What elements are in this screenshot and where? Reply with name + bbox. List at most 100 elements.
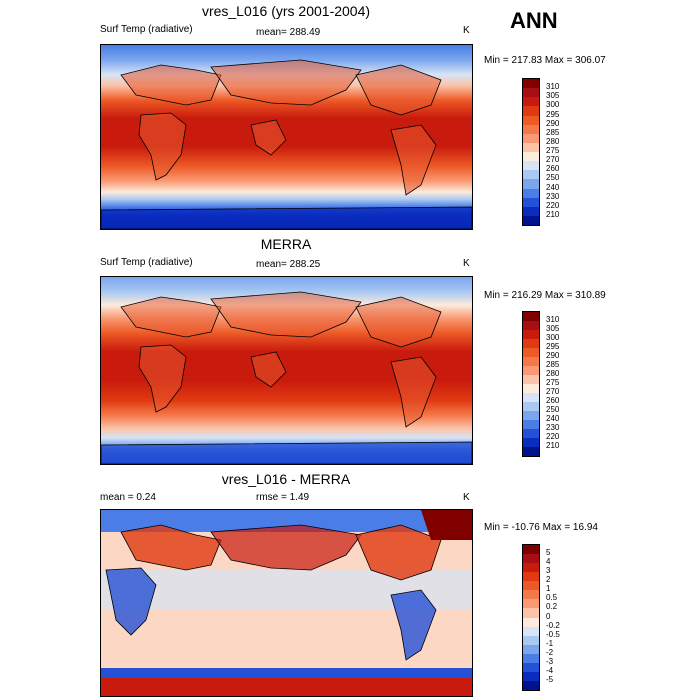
colorbar-segment [523,635,539,645]
colorbar-segment [523,447,539,456]
colorbar-tick-label: 275 [546,378,560,387]
continents-obs [101,291,472,464]
colorbar-segment [523,142,539,152]
colorbar-segment [523,197,539,207]
colorbar-tick-label: 270 [546,155,560,165]
colorbar-segment [523,106,539,116]
colorbar-tick-label: 0.2 [546,602,558,612]
colorbar-tick-label: 285 [546,127,560,137]
minmax-label-diff: Min = -10.76 Max = 16.94 [484,522,598,533]
colorbar-segment [523,79,539,89]
colorbar-segment [523,97,539,107]
colorbar-tick-label: 210 [546,441,560,450]
units-label-obs: K [463,258,470,269]
colorbar-tick-label: 240 [546,182,560,192]
colorbar-tick-label: -4 [546,665,554,675]
colorbar-segment [523,188,539,198]
colorbar-tick-label: 3 [546,566,551,576]
colorbar-segment [523,429,539,438]
colorbar-segment [523,563,539,573]
minmax-label-obs: Min = 216.29 Max = 310.89 [484,290,606,301]
colorbar-tick-label: -0.5 [546,629,560,639]
colorbar-segment [523,671,539,681]
panel-title-obs: MERRA [260,236,312,252]
colorbar-segment [523,653,539,663]
map-diff [100,509,473,697]
mean-label-obs: mean= 288.25 [256,259,321,270]
colorbar-segment [523,206,539,216]
colorbar-segment [523,366,539,375]
minmax-label-model: Min = 217.83 Max = 306.07 [484,55,606,66]
colorbar-tick-label: 310 [546,315,560,324]
colorbar-segment [523,420,539,429]
units-label-diff: K [463,492,470,503]
colorbar-tick-label: 285 [546,360,560,369]
units-label-model: K [463,25,470,36]
panel-title-diff: vres_L016 - MERRA [221,471,351,487]
colorbar-tick-label: -1 [546,638,554,648]
colorbar-segment [523,339,539,348]
colorbar-segment [523,357,539,366]
season-label: ANN [510,8,558,33]
colorbar-segment [523,411,539,420]
rmse-label: rmse = 1.49 [256,492,310,503]
colorbar-segment [523,680,539,690]
colorbar-segment [523,384,539,393]
colorbar-segment [523,554,539,564]
colorbar-segment [523,170,539,180]
colorbar-tick-label: 250 [546,173,560,183]
colorbar-tick-label: -3 [546,656,554,666]
colorbar-segment [523,590,539,600]
colorbar-tick-label: 280 [546,369,560,378]
colorbar-tick-label: 275 [546,146,560,155]
colorbar-tick-label: 250 [546,405,560,414]
colorbar-segment [523,115,539,125]
colorbar-segment [523,438,539,447]
variable-label-obs: Surf Temp (radiative) [100,257,193,268]
colorbar-tick-label: -2 [546,647,554,657]
colorbar-tick-label: 270 [546,387,560,396]
colorbar-tick-label: 260 [546,164,560,174]
colorbar-segment [523,402,539,411]
colorbar-tick-label: 210 [546,209,560,219]
colorbar-tick-label: 300 [546,333,560,342]
map-model [100,44,473,230]
colorbar-tick-label: 5 [546,548,551,558]
colorbar-tick-label: 230 [546,191,560,201]
colorbar-tick-label: 280 [546,136,560,146]
colorbar-segment [523,662,539,672]
continents-model [101,59,472,229]
panel-title-model: vres_L016 (yrs 2001-2004) [201,3,371,19]
colorbar-segment [523,617,539,627]
colorbar-segment [523,626,539,636]
map-obs [100,276,473,465]
colorbar-tick-label: 2 [546,575,551,585]
colorbar-segment [523,572,539,582]
colorbar-tick-label: 0 [546,611,551,621]
colorbar-tick-label: 310 [546,82,560,92]
colorbar-segment [523,161,539,171]
colorbar-tick-label: 305 [546,324,560,333]
colorbar-segment [523,599,539,609]
colorbar-segment [523,330,539,339]
colorbar-diff [522,544,540,691]
colorbar-segment [523,608,539,618]
colorbar-segment [523,179,539,189]
colorbar-tick-label: 230 [546,423,560,432]
colorbar-segment [523,312,539,321]
colorbar-tick-label: 240 [546,414,560,423]
colorbar-segment [523,124,539,134]
colorbar-segment [523,375,539,384]
colorbar-tick-label: 4 [546,557,551,567]
colorbar-tick-label: 220 [546,432,560,441]
colorbar-segment [523,321,539,330]
colorbar-tick-label: 290 [546,118,560,128]
colorbar-tick-label: -5 [546,674,554,684]
mean-diff-label: mean = 0.24 [100,492,156,503]
colorbar-tick-label: 300 [546,100,560,110]
colorbar-segment [523,215,539,225]
colorbar-model [522,78,540,226]
colorbar-tick-label: -0.2 [546,620,560,630]
variable-label-model: Surf Temp (radiative) [100,24,193,35]
colorbar-tick-label: 1 [546,584,551,594]
